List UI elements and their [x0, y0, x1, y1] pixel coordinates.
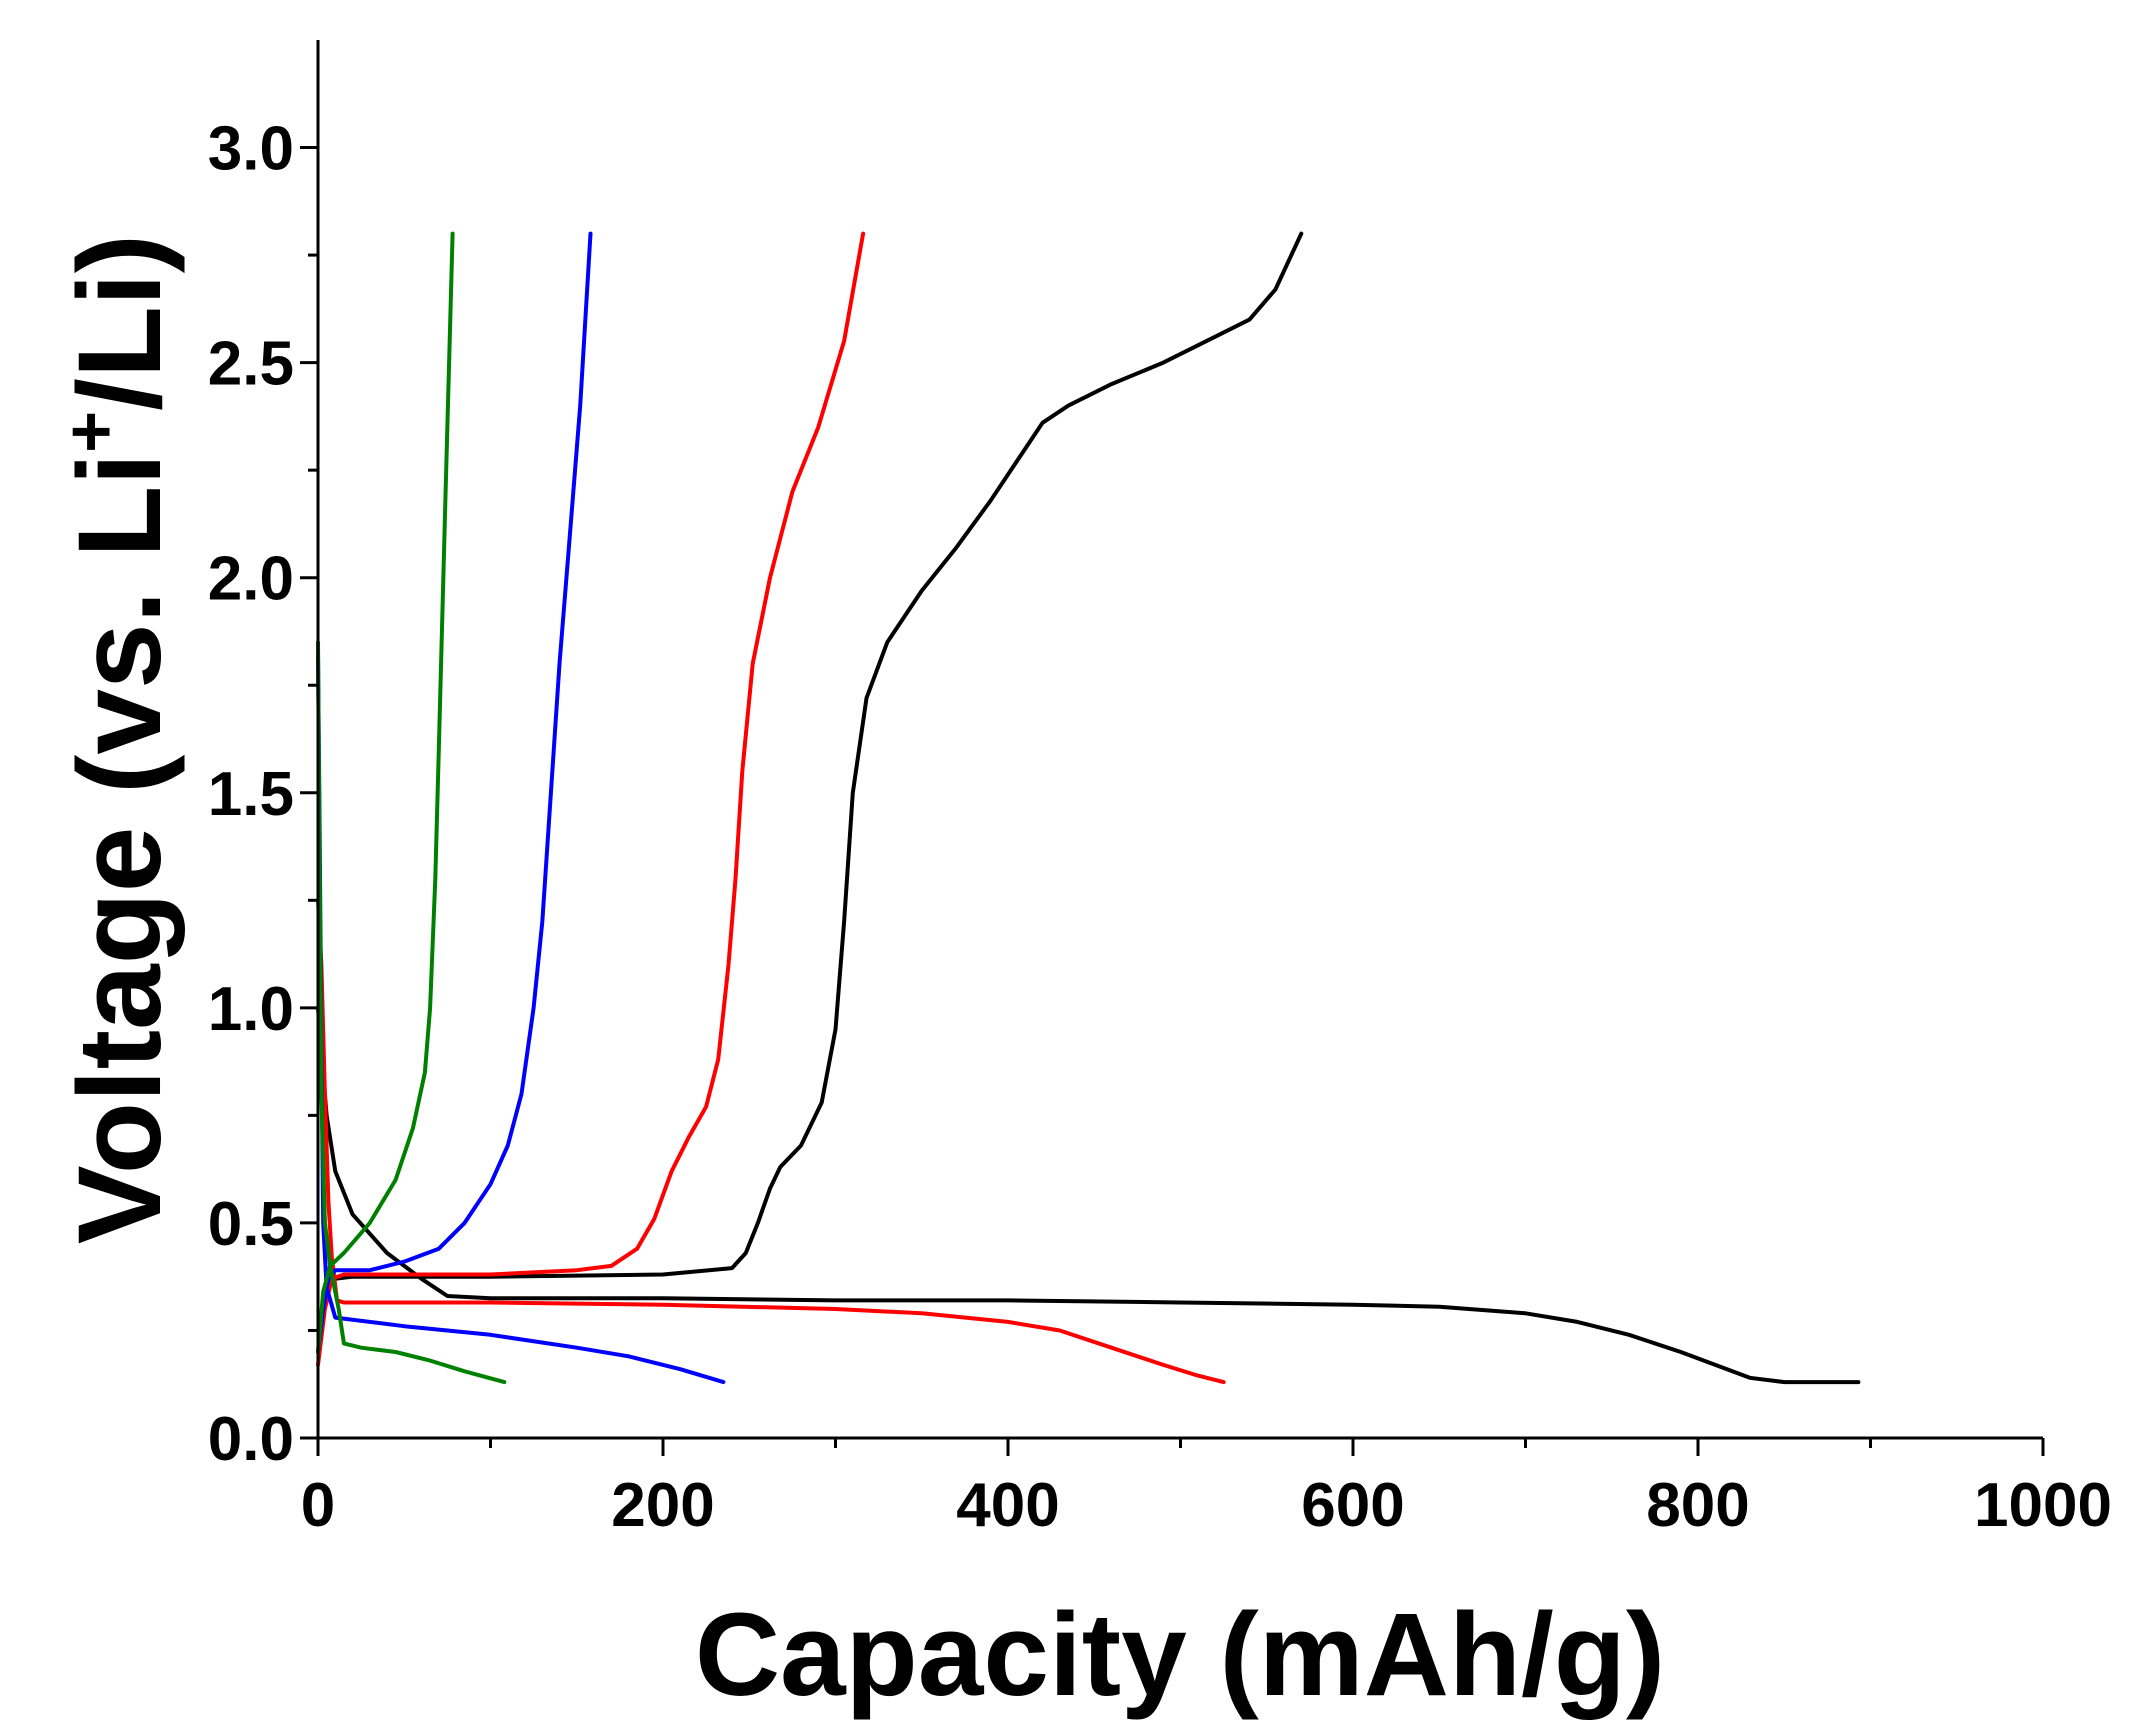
- y-tick-label: 1.5: [208, 760, 294, 829]
- x-tick-label: 200: [611, 1471, 714, 1540]
- x-tick-label: 1000: [1974, 1471, 2112, 1540]
- y-tick-label: 3.0: [208, 115, 294, 184]
- y-tick-label: 1.0: [208, 975, 294, 1044]
- series-line-red-discharge: [316, 898, 1226, 1385]
- x-axis-title: Capacity (mAh/g): [695, 1589, 1665, 1721]
- series-line-green-discharge: [316, 640, 507, 1385]
- y-tick-label: 0.0: [208, 1405, 294, 1474]
- y-tick-label: 2.5: [208, 330, 294, 399]
- x-tick-label: 0: [301, 1471, 335, 1540]
- y-tick-label: 0.5: [208, 1190, 294, 1259]
- series-line-black-discharge: [316, 1005, 1861, 1385]
- series-line-green-charge: [316, 231, 455, 1354]
- series-layer: [316, 231, 1861, 1385]
- y-axis-title-suffix: /Li): [54, 234, 186, 411]
- x-tick-label: 800: [1646, 1471, 1749, 1540]
- ticks-layer: 0 200 400 600 800 1000 0.0 0.5 1.0 1.5 2.0 2.5 3.0: [208, 115, 2112, 1540]
- series-line-black-charge: [324, 231, 1304, 1286]
- y-axis-title: Voltage (vs. Li+/Li): [51, 234, 186, 1244]
- series-line-red-charge: [316, 231, 866, 1367]
- y-axis-title-superscript: +: [51, 411, 131, 453]
- series-line-blue-charge: [316, 231, 593, 1354]
- y-axis-title-prefix: Voltage (vs. Li: [54, 453, 186, 1244]
- x-tick-label: 400: [956, 1471, 1059, 1540]
- x-tick-label: 600: [1301, 1471, 1404, 1540]
- y-tick-label: 2.0: [208, 545, 294, 614]
- axes-layer: [316, 40, 2043, 1440]
